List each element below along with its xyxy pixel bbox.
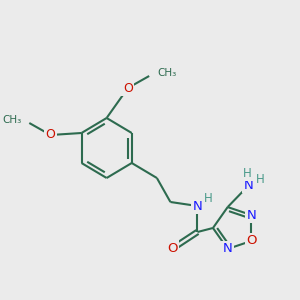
Text: O: O: [123, 82, 133, 94]
Text: H: H: [256, 172, 265, 186]
Text: N: N: [244, 178, 254, 192]
Text: O: O: [167, 242, 178, 254]
Text: H: H: [243, 167, 251, 180]
Text: N: N: [193, 200, 202, 212]
Text: CH₃: CH₃: [2, 115, 22, 125]
Text: O: O: [246, 234, 257, 248]
Text: H: H: [204, 191, 212, 205]
Text: N: N: [247, 208, 256, 222]
Text: CH₃: CH₃: [157, 68, 176, 78]
Text: N: N: [223, 242, 232, 255]
Text: O: O: [46, 128, 56, 142]
